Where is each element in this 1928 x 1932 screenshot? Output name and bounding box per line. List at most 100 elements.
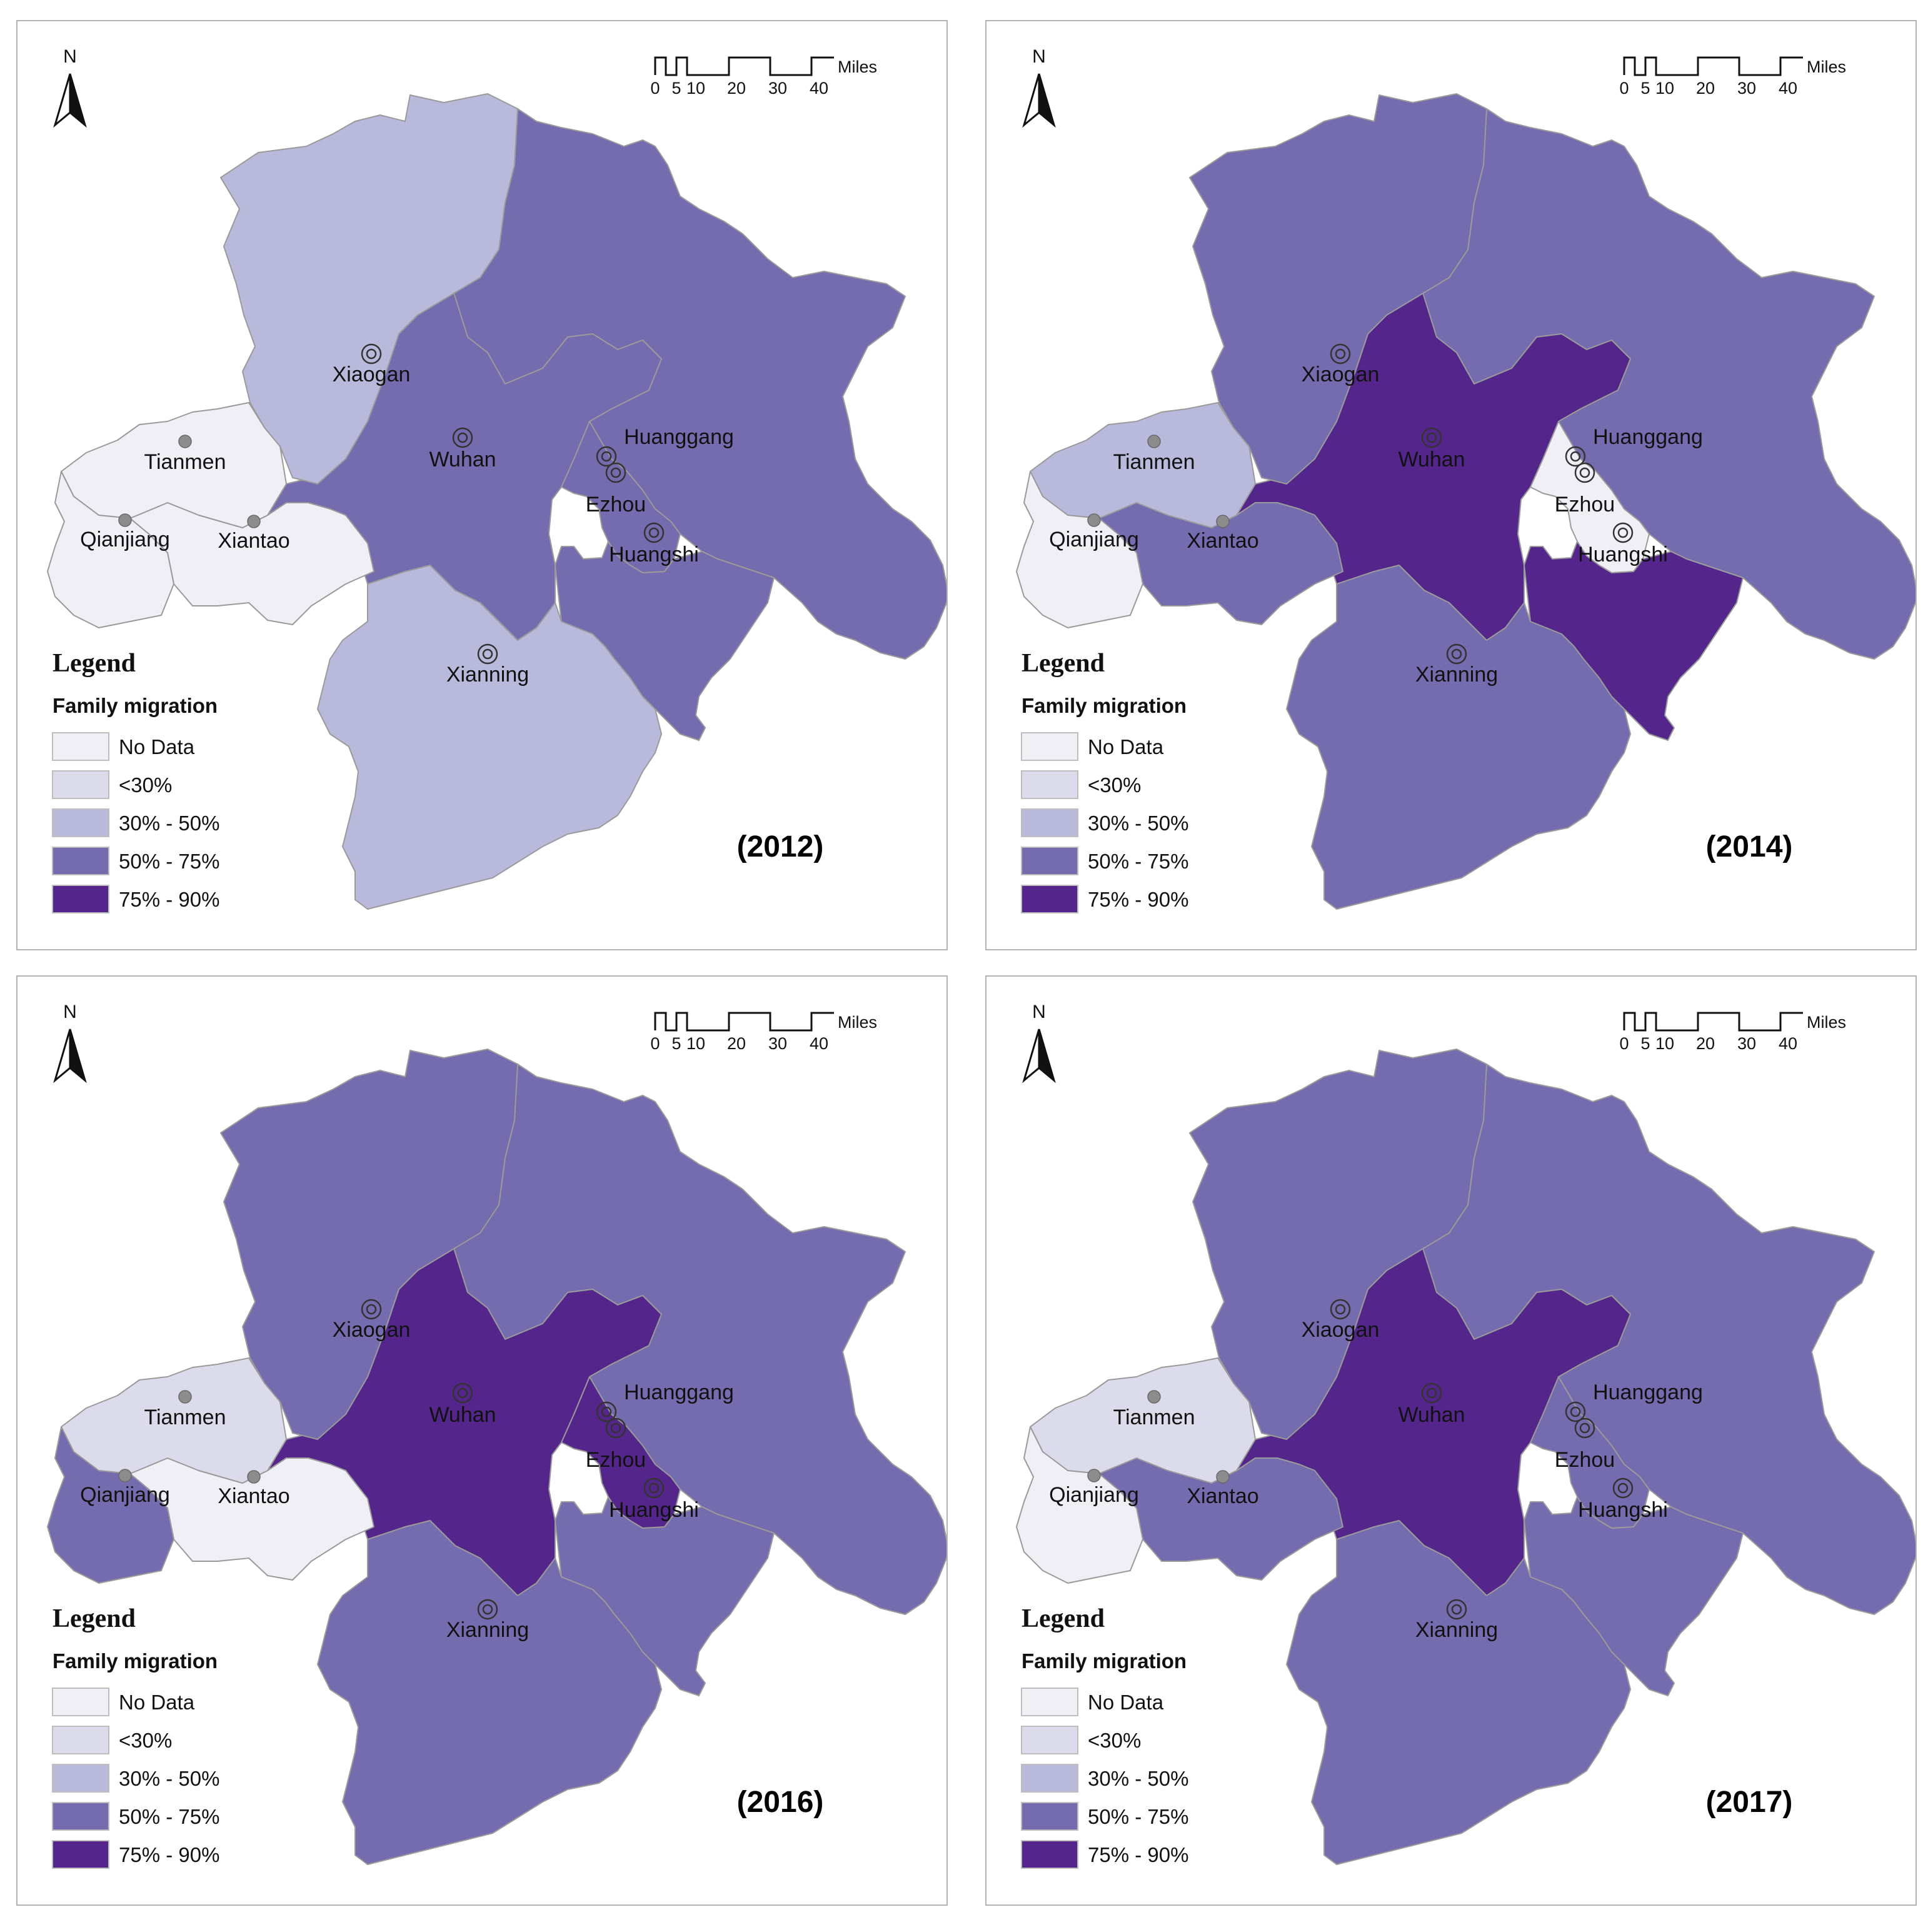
city-label: Tianmen — [144, 1406, 226, 1429]
city-label: Xiantao — [1187, 529, 1258, 553]
north-arrow: N — [53, 46, 87, 128]
regions — [1016, 1049, 1915, 1865]
city-label: Huangshi — [609, 1498, 699, 1522]
scale-tick-label: 10 — [1655, 1034, 1674, 1053]
map-panel-2017: N 0 5 10 20 30 40 Miles Xiaogan Tianmen Wuhan Huang… — [985, 975, 1917, 1906]
legend-swatch-30-50 — [52, 808, 109, 837]
city-label: Huanggang — [624, 1381, 734, 1404]
map-canvas: N 0 5 10 20 30 40 Miles Xiaogan Tianmen Wuhan Huang… — [47, 46, 946, 913]
legend-swatch-nodata — [52, 732, 109, 761]
city-label: Xiaogan — [1302, 1318, 1380, 1342]
legend-swatch-lt30 — [1021, 770, 1078, 799]
scale-tick-label: 5 — [671, 79, 681, 98]
city-dot-icon — [1087, 513, 1101, 527]
legend-label-nodata: No Data — [1088, 735, 1164, 758]
city-xiaogan: Xiaogan — [333, 1299, 410, 1342]
scale-unit: Miles — [838, 58, 877, 76]
legend-swatch-lt30 — [52, 770, 109, 799]
city-ezhou: Ezhou — [1555, 1417, 1615, 1472]
city-dot-icon — [118, 1469, 132, 1482]
scale-tick-label: 5 — [1640, 79, 1650, 98]
city-label: Qianjiang — [1049, 1483, 1139, 1507]
map-canvas: N 0 5 10 20 30 40 Miles Xiaogan Tianmen Wuhan Huang… — [1016, 1002, 1915, 1869]
north-label: N — [1032, 46, 1046, 67]
legend-label-50-75: 50% - 75% — [1088, 850, 1188, 873]
city-target-icon — [1574, 462, 1595, 483]
scale-tick-label: 10 — [686, 79, 705, 98]
scale-tick-label: 40 — [810, 79, 828, 98]
city-label: Qianjiang — [80, 528, 170, 551]
legend-swatch-50-75 — [1021, 847, 1078, 875]
scale-bar: 0 5 10 20 30 40 Miles — [650, 1012, 877, 1053]
city-target-icon — [605, 462, 626, 483]
city-label: Ezhou — [1555, 493, 1615, 516]
scale-tick-label: 5 — [671, 1034, 681, 1053]
legend-title: Legend — [53, 1604, 136, 1633]
year-label: (2017) — [1706, 1786, 1793, 1819]
legend-label-30-50: 30% - 50% — [119, 812, 219, 835]
year-label: (2016) — [737, 1786, 824, 1819]
scale-bar: 0 5 10 20 30 40 Miles — [1619, 56, 1846, 98]
city-huanggang: Huanggang — [596, 425, 734, 467]
city-label: Huangshi — [1578, 543, 1668, 566]
city-markers: Xiaogan Tianmen Wuhan Huanggang Ezhou Qianjia… — [1049, 343, 1703, 687]
regions — [47, 93, 946, 910]
scale-tick-label: 40 — [1779, 79, 1797, 98]
city-label: Xiantao — [1187, 1484, 1258, 1508]
legend-label-50-75: 50% - 75% — [1088, 1805, 1188, 1828]
city-label: Xiaogan — [333, 363, 411, 386]
scale-tick-label: 5 — [1640, 1034, 1650, 1053]
city-wuhan: Wuhan — [429, 427, 496, 471]
city-label: Wuhan — [1398, 448, 1465, 471]
legend-swatch-nodata — [52, 1688, 109, 1716]
legend-subtitle: Family migration — [53, 694, 218, 717]
city-target-icon — [1612, 1477, 1634, 1499]
city-markers: Xiaogan Tianmen Wuhan Huanggang Ezhou Qianjia… — [1049, 1299, 1703, 1642]
north-arrow: N — [53, 1002, 87, 1084]
legend-label-30-50: 30% - 50% — [1088, 812, 1188, 835]
legend-label-30-50: 30% - 50% — [119, 1767, 219, 1790]
city-wuhan: Wuhan — [1398, 427, 1465, 471]
city-label: Huangshi — [609, 543, 699, 566]
city-target-icon — [1446, 643, 1467, 665]
legend-swatch-lt30 — [1021, 1726, 1078, 1754]
city-ezhou: Ezhou — [586, 1417, 646, 1472]
year-label: (2014) — [1706, 830, 1793, 863]
legend-swatch-30-50 — [1021, 1764, 1078, 1793]
city-target-icon — [477, 1599, 498, 1620]
city-label: Xianning — [446, 1618, 529, 1642]
city-label: Ezhou — [586, 493, 646, 516]
scale-tick-label: 0 — [1619, 79, 1629, 98]
city-dot-icon — [247, 515, 261, 528]
map-panel-2016: N 0 5 10 20 30 40 Miles Xiaogan Tianmen Wuhan Huang… — [16, 975, 948, 1906]
legend-swatch-75-90 — [1021, 1840, 1078, 1869]
scale-tick-label: 30 — [768, 79, 787, 98]
regions — [1016, 93, 1915, 910]
legend-subtitle: Family migration — [53, 1649, 218, 1673]
city-tianmen: Tianmen — [144, 435, 226, 474]
city-target-icon — [361, 1299, 382, 1320]
city-qianjiang: Qianjiang — [1049, 1469, 1139, 1507]
city-label: Xiantao — [218, 1484, 289, 1508]
city-tianmen: Tianmen — [1113, 1390, 1195, 1429]
scale-tick-label: 40 — [810, 1034, 828, 1053]
scale-unit: Miles — [1807, 1013, 1846, 1032]
city-xiantao: Xiantao — [218, 1470, 290, 1508]
city-huangshi: Huangshi — [1578, 1477, 1668, 1522]
city-huangshi: Huangshi — [609, 522, 699, 566]
legend-label-75-90: 75% - 90% — [119, 1843, 219, 1866]
city-ezhou: Ezhou — [1555, 462, 1615, 516]
scale-tick-label: 40 — [1779, 1034, 1797, 1053]
scale-tick-label: 10 — [1655, 79, 1674, 98]
legend-subtitle: Family migration — [1022, 1649, 1187, 1673]
city-ezhou: Ezhou — [586, 462, 646, 516]
scale-tick-label: 20 — [727, 1034, 746, 1053]
city-target-icon — [1446, 1599, 1467, 1620]
legend: Legend Family migration No Data <30% 30% - 5… — [52, 649, 219, 913]
scale-tick-label: 10 — [686, 1034, 705, 1053]
city-dot-icon — [1216, 1470, 1230, 1484]
legend-label-nodata: No Data — [119, 735, 195, 758]
city-tianmen: Tianmen — [144, 1390, 226, 1429]
city-label: Xiaogan — [1302, 363, 1380, 386]
scale-bar: 0 5 10 20 30 40 Miles — [650, 56, 877, 98]
